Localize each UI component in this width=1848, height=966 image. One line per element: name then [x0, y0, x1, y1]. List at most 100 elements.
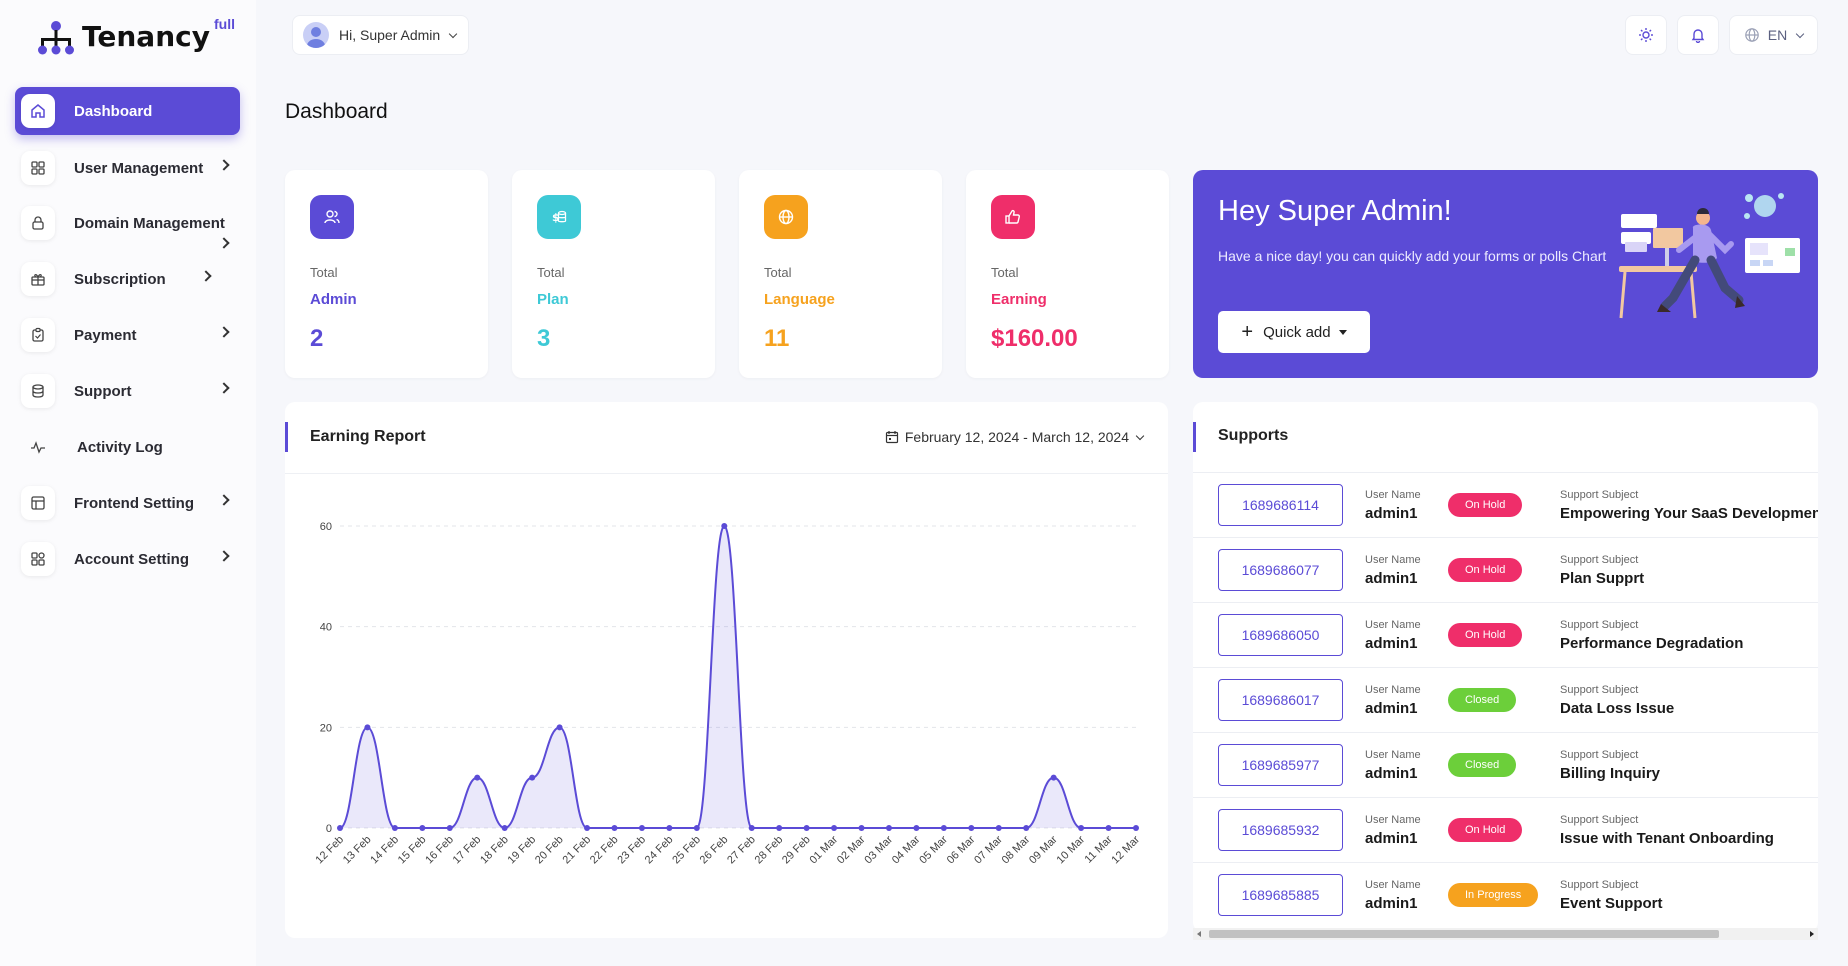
user-name-value: admin1 — [1365, 635, 1418, 652]
sidebar-item-account-setting[interactable]: Account Setting — [15, 535, 240, 583]
stat-total-label: Total — [310, 265, 338, 280]
sidebar-item-label: Account Setting — [74, 550, 189, 568]
scroll-thumb[interactable] — [1209, 930, 1719, 938]
quick-add-button[interactable]: + Quick add — [1218, 311, 1370, 353]
support-subject-value: Issue with Tenant Onboarding — [1560, 830, 1774, 847]
x-tick-label: 27 Feb — [725, 834, 758, 867]
language-select[interactable]: EN — [1729, 15, 1818, 55]
sidebar-item-subscription[interactable]: Subscription — [15, 255, 240, 303]
brand-logo[interactable]: Tenancy full — [36, 16, 235, 56]
divider — [285, 473, 1168, 474]
chevron-right-icon — [218, 382, 230, 394]
ticket-button[interactable]: 1689685932 — [1218, 809, 1343, 851]
status-badge: On Hold — [1448, 623, 1523, 647]
data-point — [940, 825, 947, 831]
users-icon — [310, 195, 354, 239]
user-name-value: admin1 — [1365, 830, 1418, 847]
user-name-label: User Name — [1365, 749, 1421, 761]
support-subject-label: Support Subject — [1560, 554, 1639, 566]
support-subject-label: Support Subject — [1560, 749, 1639, 761]
sidebar-item-domain-management[interactable]: Domain Management — [15, 199, 240, 249]
user-menu[interactable]: Hi, Super Admin — [292, 15, 470, 55]
status-badge: On Hold — [1448, 818, 1523, 842]
support-row[interactable]: 1689685885 User Name admin1 In Progress … — [1193, 862, 1818, 927]
x-tick-label: 23 Feb — [615, 834, 648, 867]
sidebar-item-label: Subscription — [74, 270, 166, 288]
series-line — [339, 524, 1136, 830]
sidebar-item-payment[interactable]: Payment — [15, 311, 240, 359]
stat-label: Language — [764, 291, 835, 308]
chevron-down-icon — [448, 29, 458, 38]
scroll-left-arrow-icon[interactable] — [1197, 931, 1201, 937]
user-greeting: Hi, Super Admin — [339, 27, 441, 43]
ticket-button[interactable]: 1689686017 — [1218, 679, 1343, 721]
x-tick-label: 19 Feb — [506, 834, 539, 867]
x-tick-label: 10 Mar — [1055, 833, 1088, 866]
user-name-label: User Name — [1365, 619, 1421, 631]
stat-value: 2 — [310, 325, 324, 352]
stat-card-admin: Total Admin 2 — [285, 170, 488, 378]
support-subject-label: Support Subject — [1560, 489, 1639, 501]
support-row[interactable]: 1689686114 User Name admin1 On Hold Supp… — [1193, 472, 1818, 537]
x-tick-label: 11 Mar — [1083, 833, 1115, 865]
chevron-right-icon — [218, 159, 230, 171]
data-point — [693, 825, 700, 831]
sidebar-item-frontend-setting[interactable]: Frontend Setting — [15, 479, 240, 527]
x-tick-label: 28 Feb — [753, 834, 786, 867]
status-badge: On Hold — [1448, 493, 1523, 517]
ticket-button[interactable]: 1689685885 — [1218, 874, 1343, 916]
sidebar-item-support[interactable]: Support — [15, 367, 240, 415]
sidebar-item-dashboard[interactable]: Dashboard — [15, 87, 240, 135]
data-point — [1078, 825, 1085, 831]
hierarchy-icon — [36, 20, 76, 56]
x-tick-label: 25 Feb — [670, 834, 703, 867]
sidebar-item-label: Dashboard — [74, 102, 153, 120]
notifications-button[interactable] — [1677, 15, 1719, 55]
x-tick-label: 13 Feb — [341, 834, 374, 867]
sidebar-item-label: Domain Management — [74, 214, 225, 232]
globe-icon — [764, 195, 808, 239]
support-row[interactable]: 1689686017 User Name admin1 Closed Suppo… — [1193, 667, 1818, 732]
date-range-picker[interactable]: February 12, 2024 - March 12, 2024 — [885, 429, 1145, 445]
grid-icon — [21, 542, 55, 576]
x-tick-label: 21 Feb — [560, 834, 593, 867]
y-tick-label: 0 — [326, 823, 332, 835]
x-tick-label: 26 Feb — [698, 834, 731, 867]
support-row[interactable]: 1689686077 User Name admin1 On Hold Supp… — [1193, 537, 1818, 602]
theme-toggle-button[interactable] — [1625, 15, 1667, 55]
ticket-button[interactable]: 1689686050 — [1218, 614, 1343, 656]
x-tick-label: 01 Mar — [807, 833, 840, 866]
horizontal-scrollbar[interactable] — [1193, 928, 1818, 940]
sidebar-item-activity-log[interactable]: Activity Log — [15, 423, 240, 471]
ticket-button[interactable]: 1689686077 — [1218, 549, 1343, 591]
x-tick-label: 02 Mar — [835, 833, 868, 866]
gift-icon — [21, 262, 55, 296]
data-point — [529, 774, 536, 781]
chevron-right-icon — [218, 237, 230, 249]
ticket-button[interactable]: 1689686114 — [1218, 484, 1343, 526]
x-tick-label: 12 Feb — [313, 834, 346, 867]
x-tick-label: 09 Mar — [1027, 833, 1060, 866]
ticket-button[interactable]: 1689685977 — [1218, 744, 1343, 786]
data-point — [858, 825, 865, 831]
support-row[interactable]: 1689686050 User Name admin1 On Hold Supp… — [1193, 602, 1818, 667]
scroll-right-arrow-icon[interactable] — [1810, 931, 1814, 937]
thumbs-up-icon — [991, 195, 1035, 239]
table-icon — [21, 486, 55, 520]
chevron-right-icon — [218, 494, 230, 506]
sidebar: Tenancy full Dashboard User Management D… — [0, 0, 256, 966]
data-point — [446, 825, 453, 831]
data-point — [556, 724, 563, 731]
x-tick-label: 15 Feb — [396, 834, 429, 867]
stat-total-label: Total — [537, 265, 565, 280]
sidebar-item-label: Activity Log — [77, 438, 163, 456]
support-subject-value: Performance Degradation — [1560, 635, 1744, 652]
money-icon: $ — [537, 195, 581, 239]
support-row[interactable]: 1689685932 User Name admin1 On Hold Supp… — [1193, 797, 1818, 862]
support-subject-value: Event Support — [1560, 895, 1663, 912]
sidebar-item-user-management[interactable]: User Management — [15, 144, 240, 192]
brand-name: Tenancy — [82, 20, 210, 53]
user-name-label: User Name — [1365, 554, 1421, 566]
user-name-label: User Name — [1365, 489, 1421, 501]
support-row[interactable]: 1689685977 User Name admin1 Closed Suppo… — [1193, 732, 1818, 797]
